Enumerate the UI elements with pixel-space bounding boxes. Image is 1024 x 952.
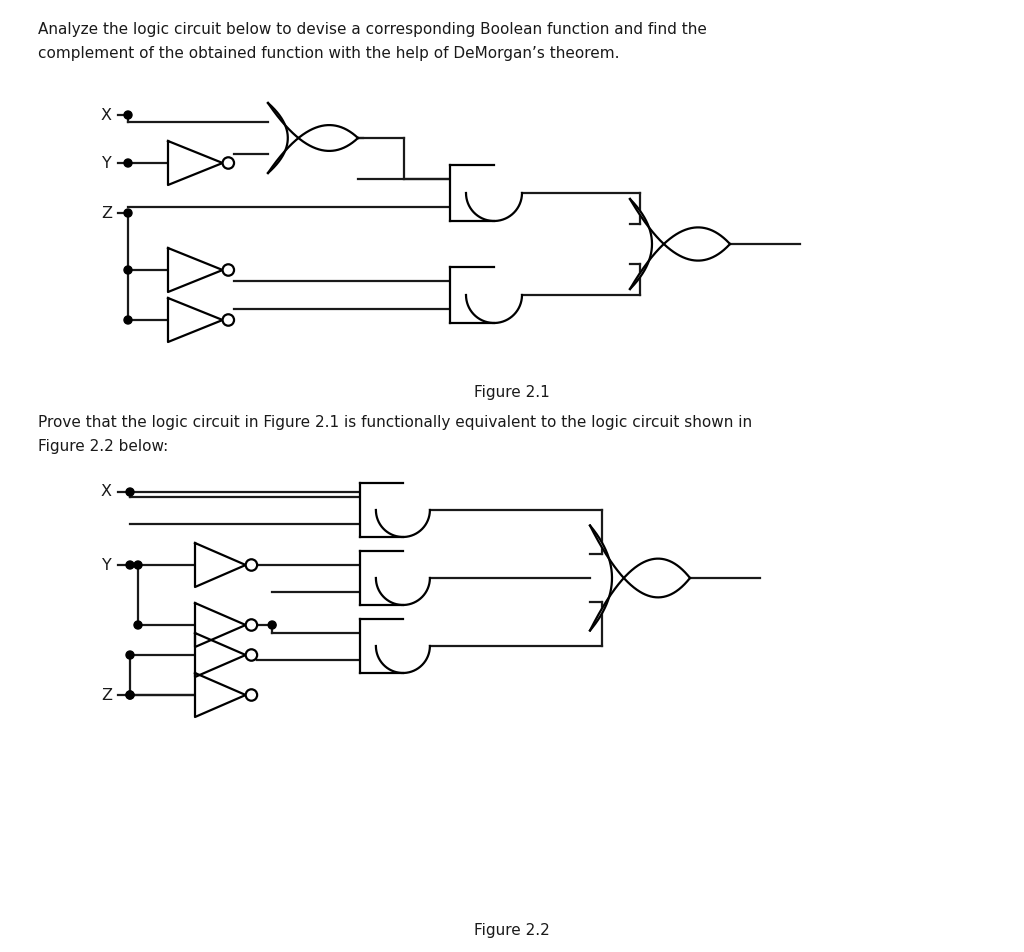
Polygon shape — [195, 543, 246, 587]
Circle shape — [124, 266, 132, 274]
Circle shape — [126, 691, 134, 699]
Circle shape — [246, 559, 257, 570]
Circle shape — [126, 561, 134, 569]
Circle shape — [246, 620, 257, 631]
Polygon shape — [195, 673, 246, 717]
Circle shape — [124, 316, 132, 324]
Circle shape — [126, 488, 134, 496]
Polygon shape — [360, 619, 430, 673]
Polygon shape — [630, 199, 730, 289]
Text: Figure 2.1: Figure 2.1 — [474, 386, 550, 401]
Text: Analyze the logic circuit below to devise a corresponding Boolean function and f: Analyze the logic circuit below to devis… — [38, 22, 707, 37]
Polygon shape — [450, 165, 522, 221]
Text: Z: Z — [101, 206, 112, 221]
Polygon shape — [450, 267, 522, 323]
Text: Figure 2.2: Figure 2.2 — [474, 922, 550, 938]
Text: complement of the obtained function with the help of DeMorgan’s theorem.: complement of the obtained function with… — [38, 46, 620, 61]
Circle shape — [222, 157, 234, 169]
Circle shape — [124, 111, 132, 119]
Circle shape — [134, 621, 142, 629]
Text: X: X — [101, 485, 112, 500]
Polygon shape — [195, 633, 246, 677]
Text: X: X — [101, 108, 112, 123]
Polygon shape — [360, 551, 430, 605]
Circle shape — [124, 209, 132, 217]
Circle shape — [124, 159, 132, 167]
Text: Prove that the logic circuit in Figure 2.1 is functionally equivalent to the log: Prove that the logic circuit in Figure 2… — [38, 415, 752, 430]
Polygon shape — [360, 483, 430, 537]
Circle shape — [126, 651, 134, 659]
Circle shape — [134, 561, 142, 569]
Circle shape — [268, 621, 276, 629]
Circle shape — [222, 265, 234, 276]
Polygon shape — [268, 103, 358, 173]
Circle shape — [222, 314, 234, 326]
Polygon shape — [195, 603, 246, 647]
Polygon shape — [168, 298, 222, 342]
Circle shape — [126, 691, 134, 699]
Polygon shape — [168, 141, 222, 185]
Circle shape — [246, 689, 257, 701]
Text: Figure 2.2 below:: Figure 2.2 below: — [38, 439, 168, 454]
Text: Z: Z — [101, 687, 112, 703]
Text: Y: Y — [102, 558, 112, 572]
Polygon shape — [168, 248, 222, 292]
Circle shape — [246, 649, 257, 661]
Polygon shape — [590, 526, 690, 630]
Text: Y: Y — [102, 155, 112, 170]
